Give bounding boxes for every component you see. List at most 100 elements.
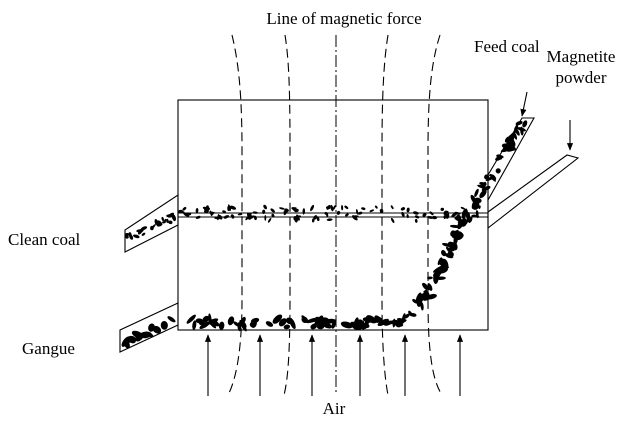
particle [249,321,257,328]
particle [317,315,324,327]
coal-particles [121,120,528,349]
particle [262,209,266,214]
particle [475,214,480,218]
particle [422,212,427,217]
particle [198,319,205,326]
particle [445,214,449,219]
tank-body [177,99,489,331]
particle [520,126,524,136]
particle [310,204,315,212]
particle [270,208,275,213]
particle [297,216,300,221]
particle [272,314,283,324]
particle [500,148,510,153]
particle [379,208,384,213]
particle [432,265,443,273]
particle [442,264,449,269]
particle [237,322,242,332]
particle [427,276,433,280]
particle [141,232,146,236]
gangue-chute [119,302,179,353]
particle [437,257,443,266]
particle [222,210,227,213]
particle [484,174,490,180]
particle [522,120,528,128]
particle [186,314,196,324]
particle [162,221,166,224]
particle [252,211,258,214]
particle [471,199,477,209]
particle [479,189,487,199]
particle [237,213,243,216]
particle [326,218,333,222]
particle [206,207,210,211]
particle [471,214,476,217]
particle [283,324,291,330]
field-line [381,34,389,396]
particle [166,214,174,218]
particle [253,215,257,221]
particle [441,242,452,247]
particle [452,242,458,251]
particle [506,145,513,151]
field-line [283,34,291,396]
particle [474,188,479,198]
particle [444,210,449,213]
particle [239,319,247,329]
feed-arrow [520,91,528,117]
particle [344,205,349,210]
particle [121,336,131,347]
particle [429,211,434,216]
particle [199,321,211,329]
particle [209,210,213,217]
clean-coal-chute [124,193,179,253]
particle [326,204,331,210]
particle [311,218,315,223]
particle [283,208,288,216]
air-arrows [204,91,574,396]
particle [515,120,523,126]
particle [313,215,318,220]
particle [305,317,319,324]
particle [491,175,497,181]
particle [223,215,230,219]
particle [136,229,144,233]
particle [302,208,306,215]
particle [192,320,197,330]
magnetite-label: Magnetite [547,47,616,66]
particle [363,322,370,329]
particle [406,207,410,213]
particle [446,246,452,254]
particle [168,220,173,225]
particle [132,234,140,239]
particle [377,318,389,327]
particle [412,299,418,304]
particle [466,211,471,223]
particle [161,216,165,222]
particle [356,208,359,215]
particle [369,209,375,212]
particle [263,204,268,210]
particle [301,316,308,324]
particle [264,215,267,221]
particle [152,325,162,334]
gangue-label: Gangue [22,339,75,358]
particle [271,213,275,218]
particle [183,212,190,217]
particle [514,127,520,136]
particle [390,205,394,210]
particle [341,205,344,211]
field-line [427,34,443,396]
particle [209,318,219,324]
particle [462,218,467,225]
particle [443,215,446,219]
particle [291,207,296,211]
clean-coal-label: Clean coal [8,230,80,249]
particle [249,215,255,219]
particle [340,321,353,329]
particle [396,317,404,322]
particle [128,232,132,237]
particle [496,154,503,160]
particle [203,209,209,213]
particle [331,321,336,329]
